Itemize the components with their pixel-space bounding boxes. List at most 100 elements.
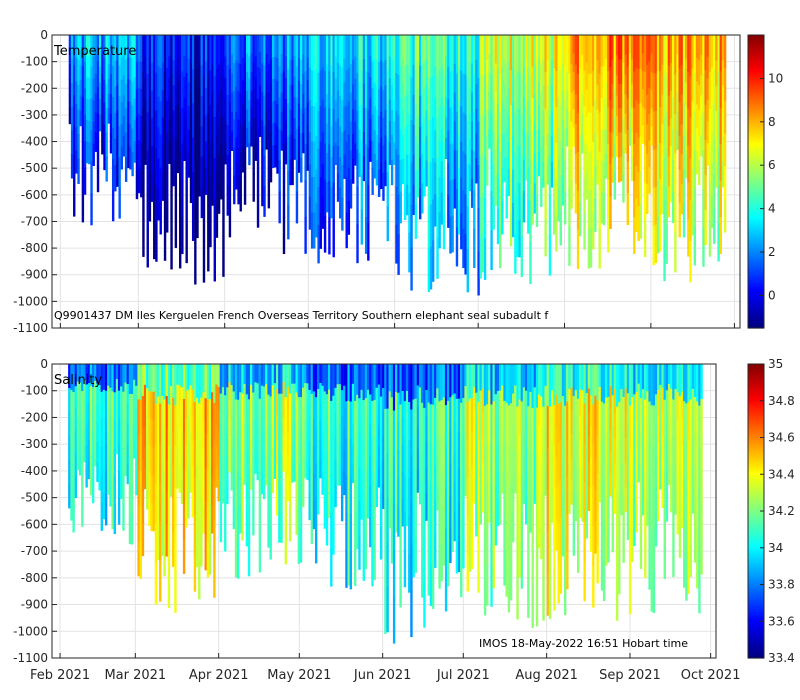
profile-segment [150,173,154,202]
profile-segment [687,145,690,183]
profile-segment [120,386,123,410]
profile-segment [654,110,658,150]
profile-segment [73,185,76,217]
profile-segment [687,71,690,110]
profile-segment [302,133,305,154]
profile-segment [111,473,114,502]
profile-segment [338,364,342,385]
profile-segment [587,461,591,487]
profile-segment [574,390,578,417]
profile-segment [239,364,242,393]
profile-segment [392,550,396,598]
profile-segment [327,440,331,467]
profile-segment [208,539,212,575]
profile-segment [70,416,73,443]
profile-segment [451,179,454,217]
profile-segment [168,77,171,100]
profile-segment [133,119,136,142]
colorbar-swatch [748,86,764,90]
profile-segment [555,35,558,72]
profile-segment [300,133,303,159]
profile-segment [143,426,147,448]
profile-segment [434,465,437,501]
y-tick-label: -800 [21,571,48,585]
profile-segment [351,443,355,464]
profile-segment [336,464,340,486]
profile-segment [453,481,456,512]
profile-segment [442,106,446,143]
profile-segment [299,529,303,563]
profile-segment [211,448,214,478]
profile-segment [602,364,606,404]
profile-segment [449,463,452,497]
profile-segment [356,517,359,550]
profile-segment [140,88,143,117]
profile-segment [574,494,578,522]
profile-segment [440,436,443,473]
profile-segment [488,469,491,497]
profile-segment [416,35,420,63]
profile-segment [310,35,314,72]
profile-segment [654,394,658,426]
profile-segment [635,448,638,477]
profile-segment [233,63,236,92]
profile-segment [323,364,327,392]
profile-segment [628,53,632,73]
profile-segment [388,121,392,144]
profile-segment [187,58,191,83]
profile-segment [501,101,504,136]
profile-segment [213,402,216,443]
profile-segment [507,364,511,406]
profile-segment [343,58,346,84]
profile-segment [258,467,262,504]
profile-segment [607,179,610,217]
profile-segment [611,457,615,490]
profile-segment [676,35,679,55]
profile-segment [544,35,547,73]
profile-segment [570,92,573,123]
profile-segment [332,182,335,221]
profile-segment [477,402,480,441]
colorbar-swatch [748,383,764,387]
profile-segment [574,123,578,155]
profile-segment [635,364,638,393]
profile-segment [86,56,89,79]
profile-segment [406,35,409,66]
profile-segment [665,187,668,226]
colorbar-swatch [748,37,764,41]
profile-segment [68,49,72,66]
profile-segment [691,134,694,169]
profile-segment [685,442,688,483]
profile-segment [388,142,392,165]
profile-segment [267,121,271,151]
profile-segment [423,142,426,170]
profile-segment [570,457,573,482]
colorbar-swatch [748,613,764,617]
colorbar-swatch [748,479,764,483]
profile-segment [360,415,363,443]
colorbar-swatch [748,395,764,399]
colorbar-swatch [748,462,764,466]
profile-segment [672,128,675,161]
profile-segment [198,61,201,90]
profile-segment [683,438,686,477]
profile-segment [166,133,169,167]
profile-segment [505,35,508,67]
profile-segment [598,151,601,191]
profile-segment [135,62,139,91]
profile-segment [449,180,452,218]
profile-segment [600,552,604,591]
colorbar-swatch [748,447,764,451]
profile-segment [600,439,604,478]
profile-segment [436,485,439,511]
profile-segment [202,364,205,393]
profile-segment [663,506,666,544]
profile-segment [312,391,316,420]
profile-segment [142,35,145,73]
profile-segment [501,471,504,494]
profile-segment [401,35,405,61]
profile-segment [524,83,528,108]
profile-segment [546,59,549,86]
profile-segment [176,149,180,174]
profile-segment [235,60,238,87]
